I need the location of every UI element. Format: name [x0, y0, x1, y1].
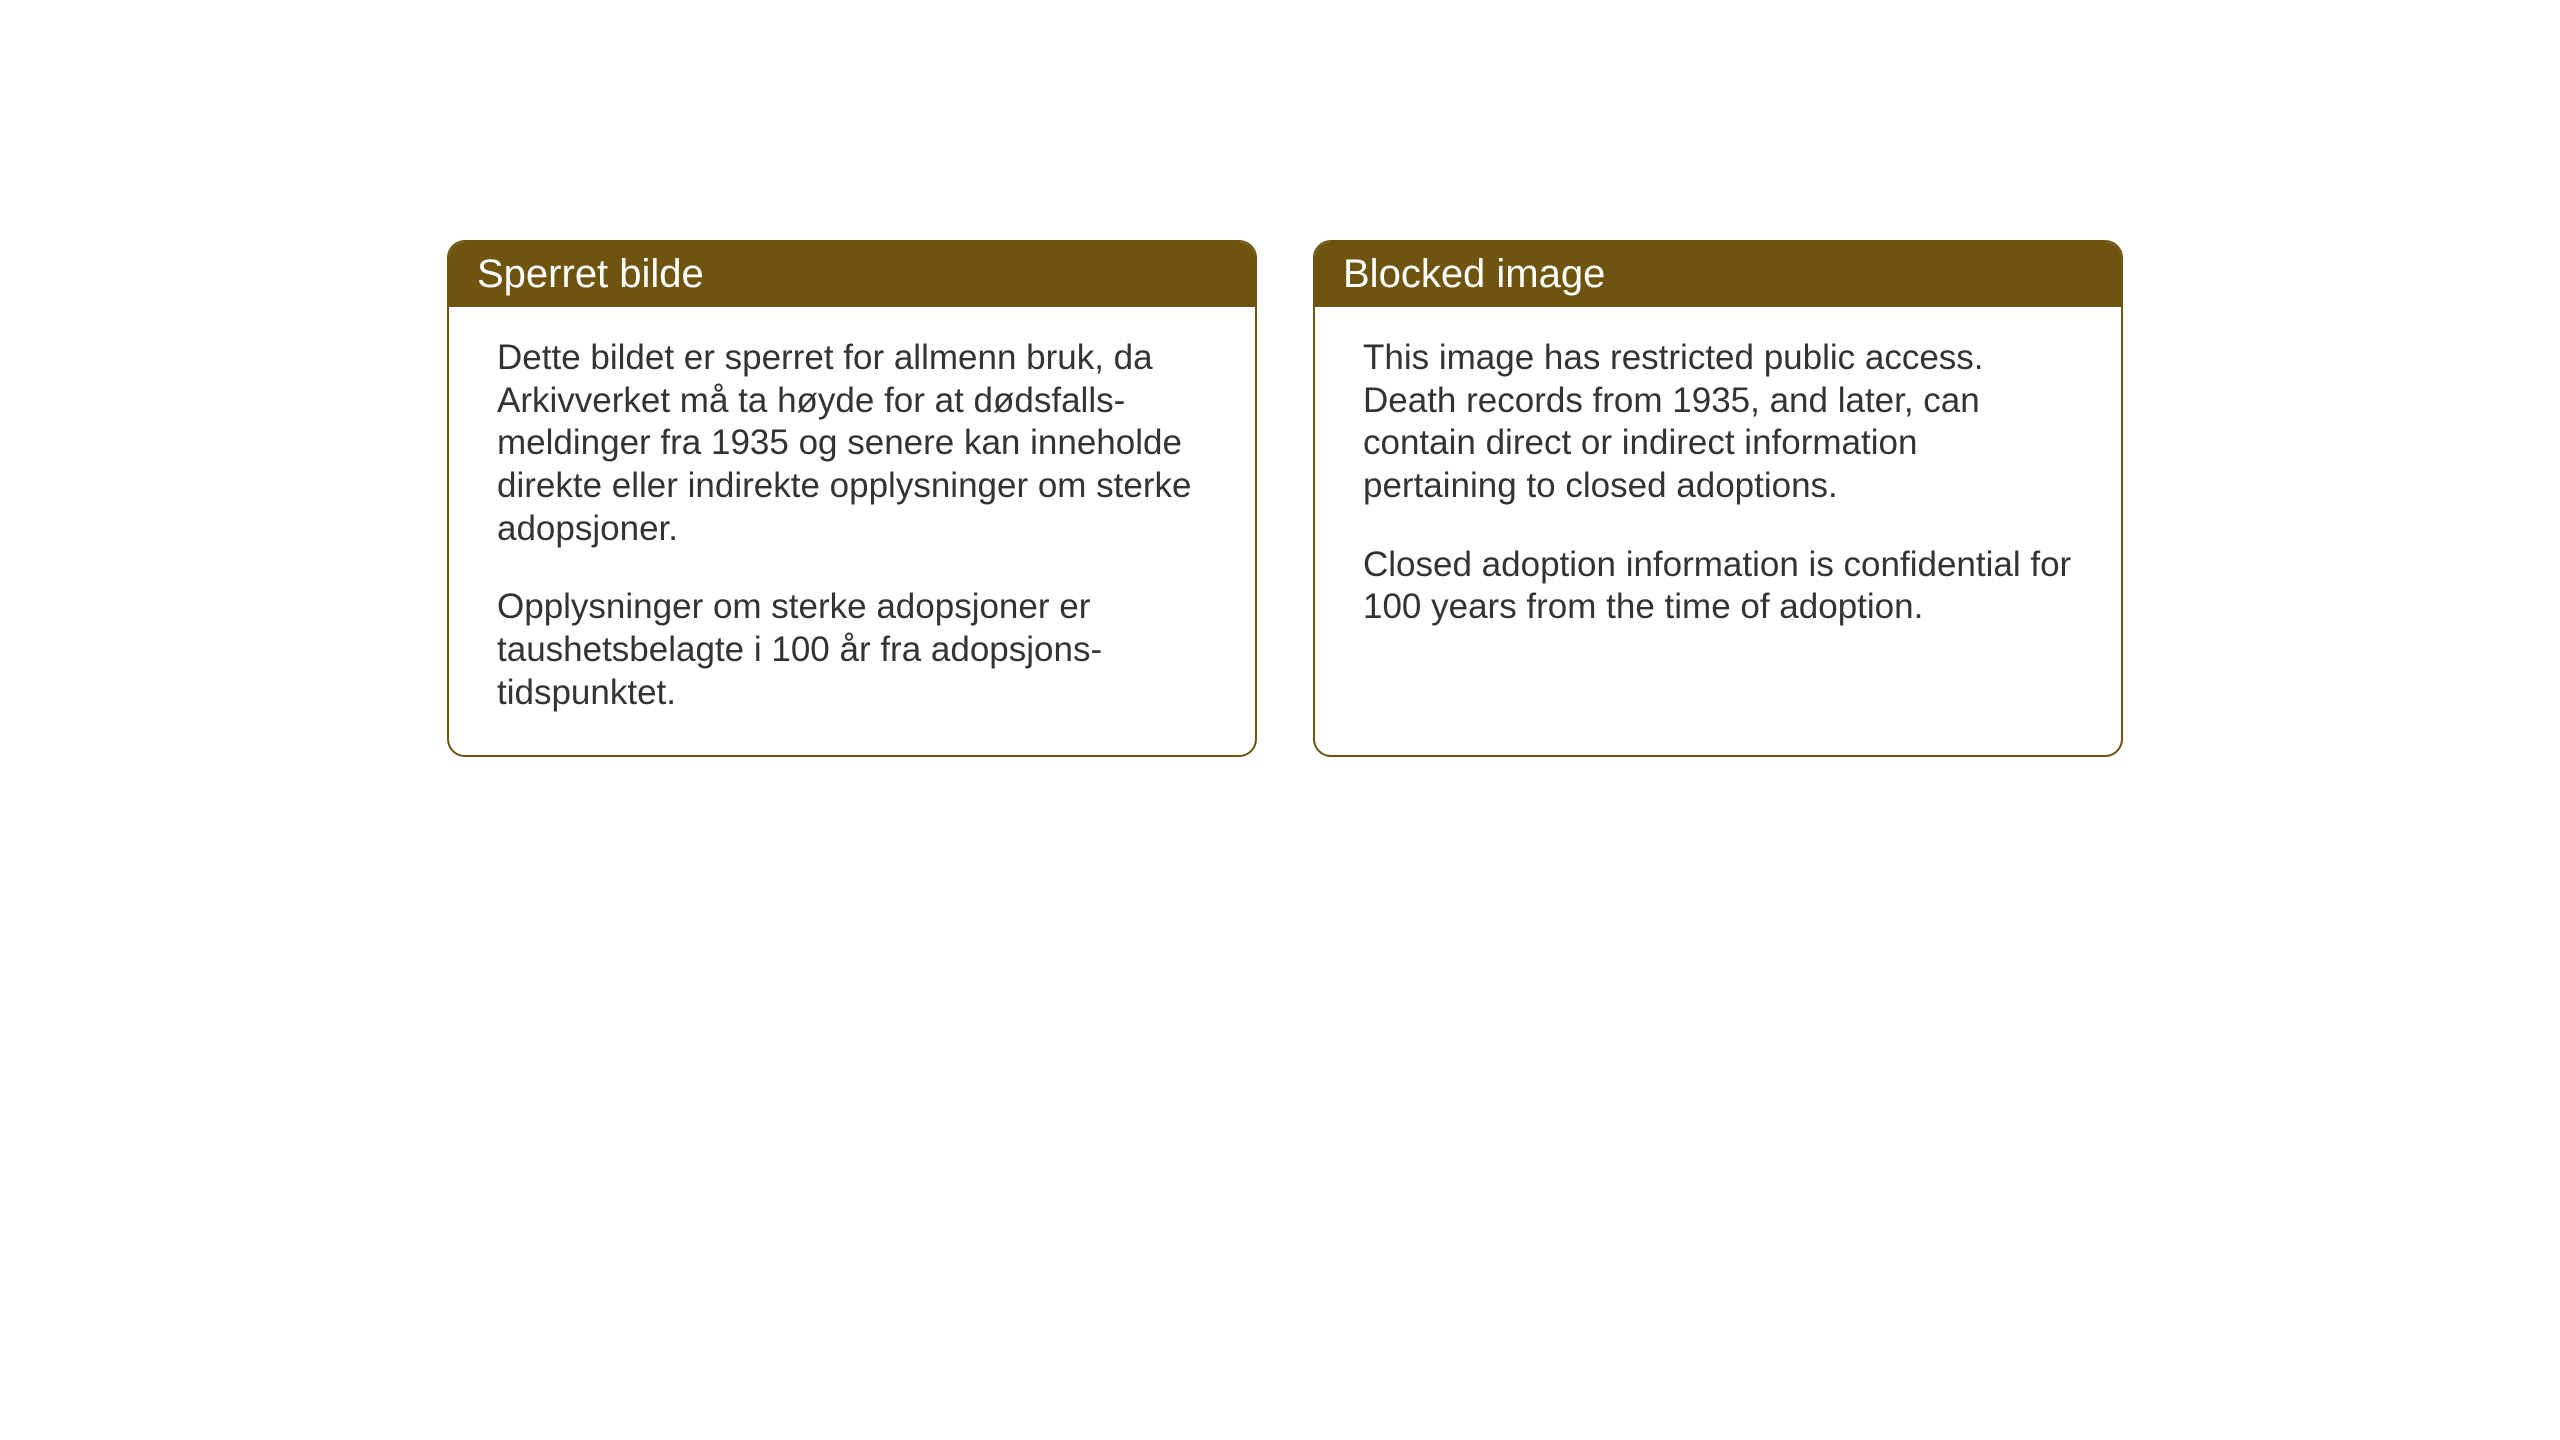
blocked-image-card-english: Blocked image This image has restricted … [1313, 240, 2123, 757]
card-body-norwegian: Dette bildet er sperret for allmenn bruk… [449, 307, 1255, 755]
card-header-norwegian: Sperret bilde [449, 242, 1255, 307]
cards-container: Sperret bilde Dette bildet er sperret fo… [447, 240, 2123, 757]
card-title-english: Blocked image [1343, 252, 1605, 296]
card-body-english: This image has restricted public access.… [1315, 307, 2121, 749]
blocked-image-card-norwegian: Sperret bilde Dette bildet er sperret fo… [447, 240, 1257, 757]
card-paragraph2-english: Closed adoption information is confident… [1363, 544, 2073, 629]
card-title-norwegian: Sperret bilde [477, 252, 704, 296]
card-paragraph1-english: This image has restricted public access.… [1363, 337, 2073, 508]
card-header-english: Blocked image [1315, 242, 2121, 307]
card-paragraph1-norwegian: Dette bildet er sperret for allmenn bruk… [497, 337, 1207, 550]
card-paragraph2-norwegian: Opplysninger om sterke adopsjoner er tau… [497, 586, 1207, 714]
